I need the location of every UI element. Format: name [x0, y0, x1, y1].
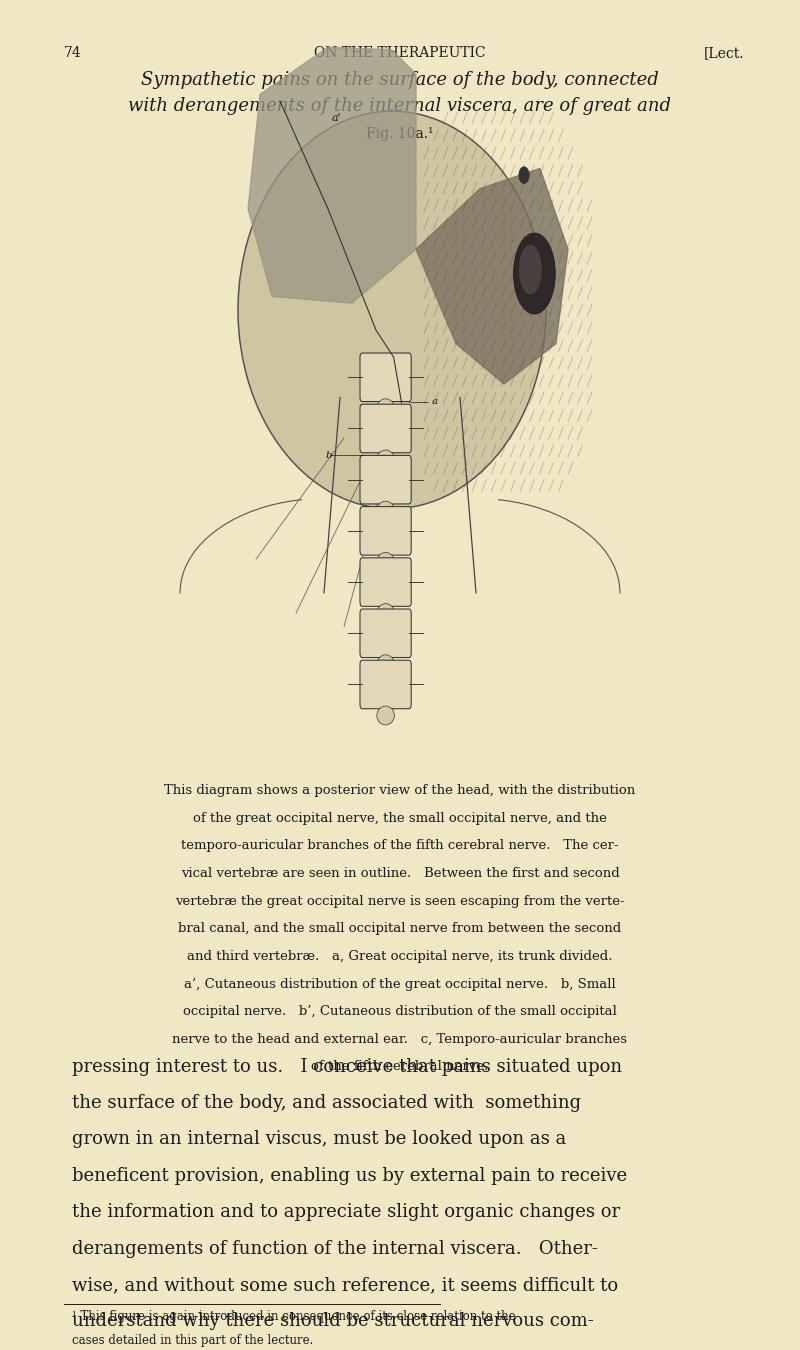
- Text: nerve to the head and external ear.   c, Temporo-auricular branches: nerve to the head and external ear. c, T…: [173, 1033, 627, 1046]
- Text: Sympathetic pains on the surface of the body, connected: Sympathetic pains on the surface of the …: [141, 72, 659, 89]
- FancyBboxPatch shape: [360, 558, 411, 606]
- Text: This diagram shows a posterior view of the head, with the distribution: This diagram shows a posterior view of t…: [164, 784, 636, 798]
- Text: a’, Cutaneous distribution of the great occipital nerve.   b, Small: a’, Cutaneous distribution of the great …: [184, 977, 616, 991]
- FancyBboxPatch shape: [360, 352, 411, 401]
- Text: of the fifth cerebral nerve.: of the fifth cerebral nerve.: [311, 1060, 489, 1073]
- Text: 74: 74: [64, 46, 82, 59]
- Text: vertebræ the great occipital nerve is seen escaping from the verte-: vertebræ the great occipital nerve is se…: [175, 895, 625, 907]
- FancyBboxPatch shape: [360, 404, 411, 452]
- Text: the surface of the body, and associated with  something: the surface of the body, and associated …: [72, 1094, 581, 1112]
- Ellipse shape: [377, 450, 394, 468]
- Text: b: b: [326, 451, 332, 459]
- Ellipse shape: [519, 167, 529, 184]
- Text: beneficent provision, enabling us by external pain to receive: beneficent provision, enabling us by ext…: [72, 1166, 627, 1185]
- Text: with derangements of the internal viscera, are of great and: with derangements of the internal viscer…: [129, 97, 671, 115]
- Ellipse shape: [377, 603, 394, 622]
- Text: [Lect.: [Lect.: [703, 46, 744, 59]
- Ellipse shape: [377, 706, 394, 725]
- Text: occipital nerve.   b’, Cutaneous distribution of the small occipital: occipital nerve. b’, Cutaneous distribut…: [183, 1006, 617, 1018]
- Ellipse shape: [518, 244, 542, 296]
- Text: wise, and without some such reference, it seems difficult to: wise, and without some such reference, i…: [72, 1276, 618, 1295]
- Text: vical vertebræ are seen in outline.   Between the first and second: vical vertebræ are seen in outline. Betw…: [181, 867, 619, 880]
- Ellipse shape: [377, 655, 394, 674]
- FancyBboxPatch shape: [360, 506, 411, 555]
- Polygon shape: [416, 169, 568, 383]
- Text: a': a': [332, 113, 342, 123]
- Text: ¹ This figure is again introduced in consequence of its close relation to the: ¹ This figure is again introduced in con…: [72, 1310, 516, 1323]
- FancyBboxPatch shape: [360, 455, 411, 504]
- Text: Fig. 10a.¹: Fig. 10a.¹: [366, 127, 434, 140]
- Text: cases detailed in this part of the lecture.: cases detailed in this part of the lectu…: [72, 1334, 314, 1347]
- Polygon shape: [248, 47, 416, 304]
- Text: pressing interest to us.   I conceive that pains situated upon: pressing interest to us. I conceive that…: [72, 1057, 622, 1076]
- Ellipse shape: [377, 501, 394, 520]
- Ellipse shape: [514, 234, 555, 315]
- Text: the information and to appreciate slight organic changes or: the information and to appreciate slight…: [72, 1203, 620, 1222]
- Ellipse shape: [238, 111, 546, 509]
- Text: temporo-auricular branches of the fifth cerebral nerve.   The cer-: temporo-auricular branches of the fifth …: [181, 840, 619, 852]
- Text: ON THE THERAPEUTIC: ON THE THERAPEUTIC: [314, 46, 486, 59]
- Text: understand why there should be structural nervous com-: understand why there should be structura…: [72, 1312, 594, 1330]
- Text: grown in an internal viscus, must be looked upon as a: grown in an internal viscus, must be loo…: [72, 1130, 566, 1149]
- Text: a: a: [432, 397, 438, 406]
- FancyBboxPatch shape: [360, 660, 411, 709]
- Text: derangements of function of the internal viscera.   Other-: derangements of function of the internal…: [72, 1239, 598, 1258]
- Text: and third vertebræ.   a, Great occipital nerve, its trunk divided.: and third vertebræ. a, Great occipital n…: [187, 950, 613, 963]
- Text: bral canal, and the small occipital nerve from between the second: bral canal, and the small occipital nerv…: [178, 922, 622, 936]
- Text: of the great occipital nerve, the small occipital nerve, and the: of the great occipital nerve, the small …: [193, 811, 607, 825]
- Ellipse shape: [377, 552, 394, 571]
- Ellipse shape: [377, 398, 394, 417]
- FancyBboxPatch shape: [360, 609, 411, 657]
